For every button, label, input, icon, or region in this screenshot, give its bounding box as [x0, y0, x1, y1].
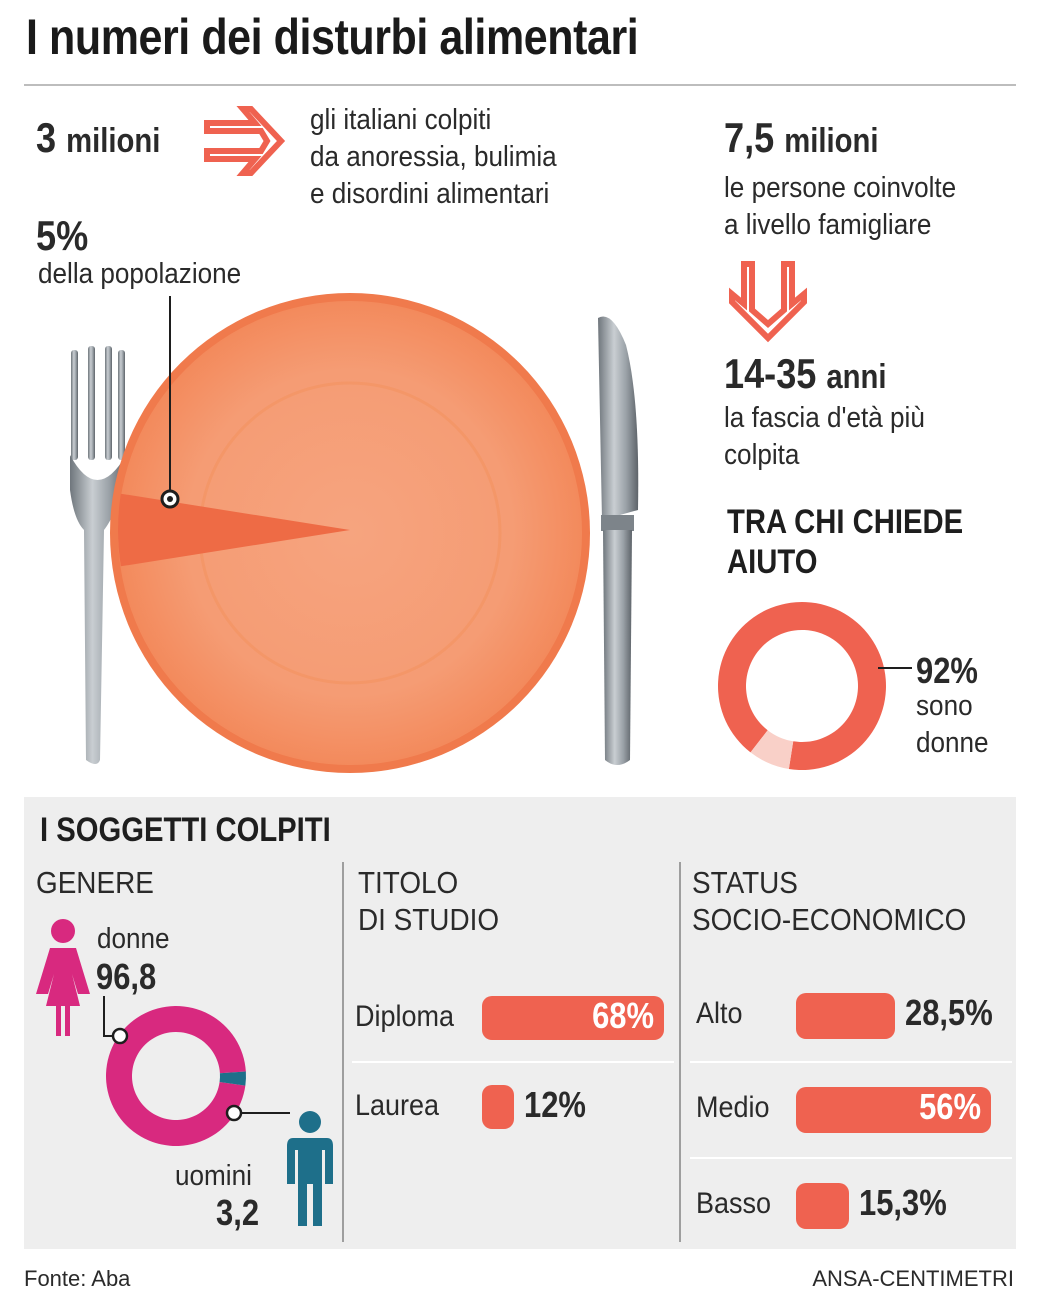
knife-icon [598, 316, 639, 765]
aiuto-text-line: donne [916, 727, 989, 759]
status-bar-value: 15,3% [859, 1182, 948, 1223]
genere-slice-donne [106, 1005, 246, 1146]
stat-coinvolte-unit: milioni [784, 122, 879, 160]
titolo-bar-value: 68% [592, 995, 654, 1036]
status-heading-line: SOCIO-ECONOMICO [692, 902, 967, 937]
stat-colpiti: 3 milioni [36, 114, 160, 162]
aiuto-value: 92% [916, 650, 978, 691]
donne-label: donne [97, 923, 170, 955]
aiuto-donut-chart [718, 602, 912, 770]
uomini-leader-dot [225, 1104, 243, 1122]
stat-coinvolte-line: a livello famigliare [724, 209, 932, 241]
stat-percentuale-text: della popolazione [38, 258, 242, 290]
source-note: Fonte: Aba [24, 1266, 131, 1291]
aiuto-text-line: sono [916, 690, 973, 722]
column-divider [679, 862, 681, 1242]
status-bar-value: 28,5% [905, 992, 994, 1033]
aiuto-text: sono donne [916, 688, 989, 762]
status-category-label: Medio [696, 1091, 770, 1124]
row-divider [690, 1157, 1012, 1159]
title-rule [24, 84, 1016, 86]
stat-coinvolte: 7,5 milioni [724, 114, 878, 162]
stat-eta-unit: anni [826, 358, 887, 396]
stat-colpiti-line: da anoressia, bulimia [310, 141, 557, 173]
donne-value: 96,8 [96, 956, 157, 997]
uomini-label: uomini [175, 1160, 252, 1192]
aiuto-heading: TRA CHI CHIEDE AIUTO [727, 502, 963, 582]
status-bar [796, 993, 896, 1039]
stat-eta-value: 14-35 [724, 350, 817, 397]
titolo-bar-value: 12% [524, 1084, 587, 1125]
stat-colpiti-unit: milioni [66, 122, 161, 160]
titolo-category-label: Diploma [355, 1000, 455, 1033]
stat-eta-line: la fascia d'età più [724, 402, 925, 434]
titolo-bar [482, 1085, 515, 1129]
stat-eta: 14-35 anni [724, 350, 887, 398]
stat-eta-text: la fascia d'età più colpita [724, 400, 925, 474]
man-icon [287, 1111, 333, 1226]
status-category-label: Basso [696, 1187, 772, 1220]
titolo-category-label: Laurea [355, 1089, 440, 1122]
plate-slice-percentuale [118, 493, 350, 567]
status-bar-value: 56% [919, 1086, 981, 1127]
genere-heading: GENERE [36, 865, 154, 900]
stat-coinvolte-text: le persone coinvolte a livello famigliar… [724, 170, 956, 244]
titolo-heading-line: DI STUDIO [358, 902, 500, 937]
aiuto-slice-donne [718, 602, 886, 770]
page-title: I numeri dei disturbi alimentari [26, 9, 639, 65]
down-arrow-icon [729, 261, 807, 343]
titolo-heading-line: TITOLO [358, 865, 459, 900]
donne-leader-dot [111, 1027, 129, 1045]
stat-colpiti-value: 3 [36, 114, 57, 161]
plate-illustration [70, 293, 639, 773]
genere-slice-uomini [219, 1071, 246, 1086]
aiuto-slice-altro [750, 730, 794, 769]
row-divider [690, 1061, 1012, 1063]
uomini-value: 3,2 [216, 1192, 260, 1233]
leader-dot-center [167, 496, 173, 502]
status-category-label: Alto [696, 997, 743, 1030]
fork-icon [70, 346, 126, 764]
titolo-heading: TITOLO DI STUDIO [358, 864, 499, 938]
aiuto-heading-line: AIUTO [727, 543, 818, 581]
row-divider [352, 1061, 674, 1063]
status-bar [796, 1183, 850, 1229]
stat-coinvolte-value: 7,5 [724, 114, 775, 161]
right-arrow-icon [204, 106, 286, 176]
column-divider [342, 862, 344, 1242]
plate [118, 301, 582, 765]
aiuto-heading-line: TRA CHI CHIEDE [727, 503, 964, 541]
stat-eta-line: colpita [724, 439, 800, 471]
stat-coinvolte-line: le persone coinvolte [724, 172, 957, 204]
status-bar [796, 1087, 991, 1133]
stat-percentuale-value: 5% [36, 212, 89, 259]
status-heading: STATUS SOCIO-ECONOMICO [692, 864, 966, 938]
stat-colpiti-line: gli italiani colpiti [310, 104, 492, 136]
woman-icon [36, 919, 90, 1036]
status-heading-line: STATUS [692, 865, 798, 900]
credit-note: ANSA-CENTIMETRI [812, 1266, 1014, 1291]
titolo-bar [482, 996, 664, 1040]
stat-colpiti-line: e disordini alimentari [310, 178, 550, 210]
stat-colpiti-text: gli italiani colpiti da anoressia, bulim… [310, 102, 557, 213]
soggetti-heading: I SOGGETTI COLPITI [40, 811, 331, 849]
